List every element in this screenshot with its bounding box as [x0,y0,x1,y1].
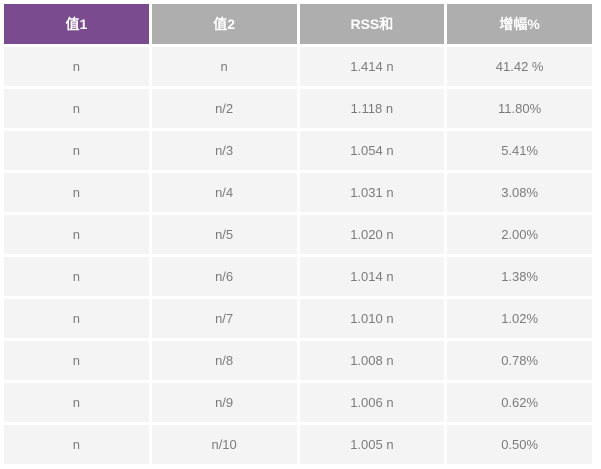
table-cell: 1.031 n [299,173,445,212]
table-cell: 1.010 n [299,299,445,338]
table-cell: n/8 [151,341,297,380]
table-cell: n [4,425,149,464]
table-cell: n/6 [151,257,297,296]
table-cell: 1.006 n [299,383,445,422]
table-cell: n/5 [151,215,297,254]
table-cell: n [151,47,297,86]
table-cell: 1.414 n [299,47,445,86]
table-row: n n 1.414 n 41.42 % [4,47,592,86]
table-cell: n [4,383,149,422]
table-cell: n [4,89,149,128]
column-header-1[interactable]: 值1 [4,4,149,44]
column-header-3[interactable]: RSS和 [299,4,445,44]
table-row: n n/8 1.008 n 0.78% [4,341,592,380]
table-cell: 41.42 % [447,47,592,86]
table-cell: 11.80% [447,89,592,128]
table-cell: 0.78% [447,341,592,380]
table-row: n n/6 1.014 n 1.38% [4,257,592,296]
table-cell: n [4,47,149,86]
table-cell: 1.02% [447,299,592,338]
column-header-2[interactable]: 值2 [151,4,297,44]
table-cell: n [4,131,149,170]
table-cell: n [4,299,149,338]
table-row: n n/3 1.054 n 5.41% [4,131,592,170]
table-cell: 1.118 n [299,89,445,128]
table-cell: n [4,173,149,212]
table-cell: 1.008 n [299,341,445,380]
table-cell: 2.00% [447,215,592,254]
table-cell: 1.38% [447,257,592,296]
table-row: n n/4 1.031 n 3.08% [4,173,592,212]
table-cell: n/4 [151,173,297,212]
table-row: n n/9 1.006 n 0.62% [4,383,592,422]
table-cell: 3.08% [447,173,592,212]
header-row: 值1 值2 RSS和 增幅% [4,4,592,44]
column-header-4[interactable]: 增幅% [447,4,592,44]
table-cell: 1.014 n [299,257,445,296]
table-cell: n/10 [151,425,297,464]
table-cell: 0.50% [447,425,592,464]
table-row: n n/10 1.005 n 0.50% [4,425,592,464]
table-cell: n [4,257,149,296]
table-cell: n/2 [151,89,297,128]
table-cell: n/7 [151,299,297,338]
table-cell: 1.054 n [299,131,445,170]
table-row: n n/5 1.020 n 2.00% [4,215,592,254]
table-header: 值1 值2 RSS和 增幅% [4,4,592,44]
table-cell: n [4,341,149,380]
table-cell: 1.020 n [299,215,445,254]
table-row: n n/2 1.118 n 11.80% [4,89,592,128]
table-cell: 5.41% [447,131,592,170]
table-cell: 0.62% [447,383,592,422]
table-body: n n 1.414 n 41.42 % n n/2 1.118 n 11.80% n n/3 1.0… [4,47,592,464]
table-cell: n/3 [151,131,297,170]
table-cell: n [4,215,149,254]
table-row: n n/7 1.010 n 1.02% [4,299,592,338]
table-cell: n/9 [151,383,297,422]
table-cell: 1.005 n [299,425,445,464]
